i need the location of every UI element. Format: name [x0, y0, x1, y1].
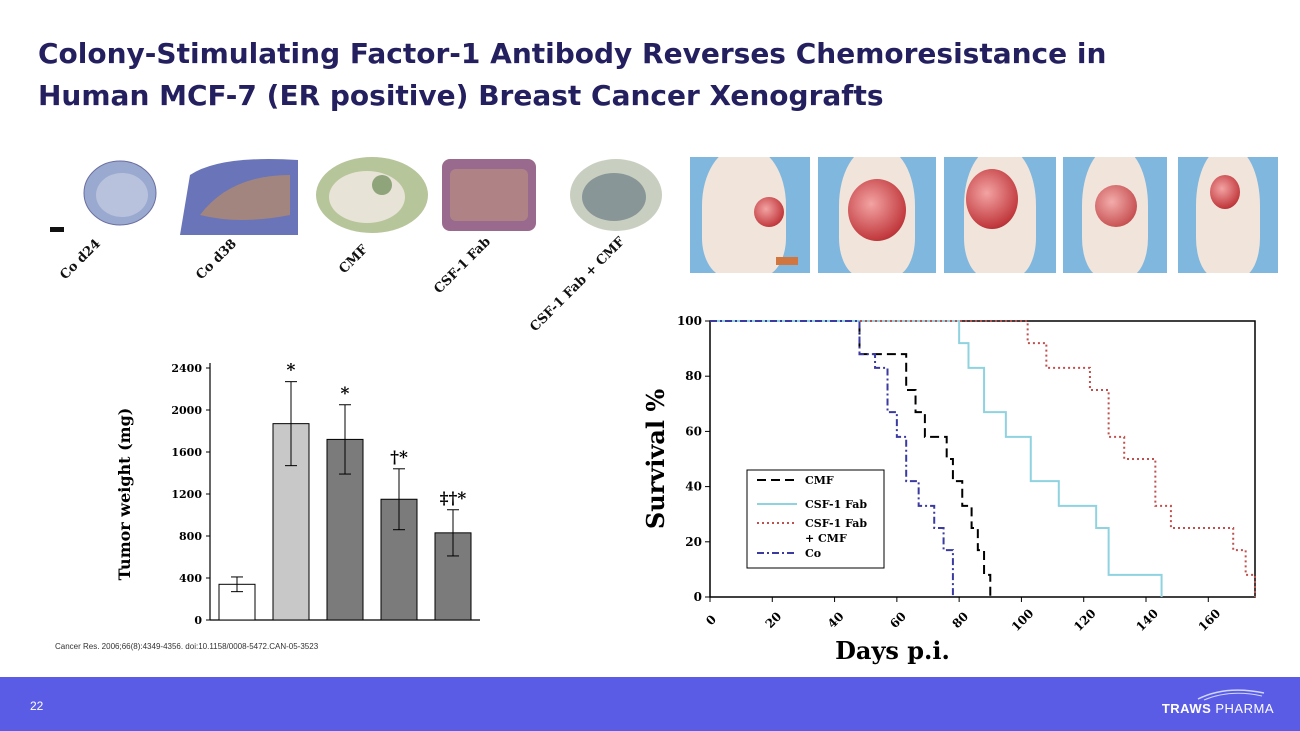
- plot-frame: [709, 320, 1256, 598]
- y-tick-label: 0: [194, 614, 202, 627]
- page-number: 22: [30, 699, 44, 713]
- mouse-photo: [1178, 157, 1278, 273]
- mouse-photo: [690, 157, 810, 273]
- histology-label: CSF-1 Fab: [431, 234, 494, 297]
- mouse-photo: [944, 157, 1056, 273]
- survival-series-line: [710, 320, 1256, 597]
- x-tick-label: 120: [1071, 606, 1099, 634]
- histology-label: CSF-1 Fab + CMF: [527, 234, 629, 335]
- legend-label: CSF-1 Fab: [805, 517, 867, 530]
- significance-marker: *: [287, 361, 296, 381]
- mouse-photo: [1063, 157, 1167, 273]
- survival-line-chart: 0 20 40 60 80 100 0 20 40 60 80 100 120 140 160 Surviva…: [641, 314, 1256, 665]
- significance-marker: ‡†*: [440, 489, 467, 509]
- survival-series-line: [710, 320, 992, 597]
- y-axis-title: Survival %: [641, 389, 670, 529]
- y-tick-label: 2400: [171, 362, 202, 375]
- x-axis-title: Days p.i.: [835, 636, 950, 665]
- y-tick-label: 80: [685, 369, 702, 383]
- citation: Cancer Res. 2006;66(8):4349-4356. doi:10…: [55, 642, 319, 651]
- y-tick-label: 2000: [171, 404, 202, 417]
- significance-marker: *: [341, 384, 350, 404]
- histology-image-co-d38: [180, 155, 298, 235]
- histology-label: Co d38: [193, 236, 240, 283]
- histology-label: Co d24: [57, 236, 104, 283]
- x-tick-label: 20: [763, 609, 785, 631]
- logo-text-bold: TRAWS: [1161, 701, 1212, 716]
- footer-bar: 22 TRAWS PHARMA: [0, 677, 1300, 731]
- y-tick-label: 20: [685, 535, 702, 549]
- logo-swoosh-icon: [1197, 689, 1265, 701]
- y-tick-label: 60: [685, 424, 702, 438]
- survival-series-line: [710, 320, 954, 597]
- mouse-photo: [818, 157, 936, 273]
- legend-label: CMF: [805, 474, 834, 487]
- y-tick-label: 1600: [171, 446, 202, 459]
- histology-image-csf1-fab: [440, 155, 558, 235]
- x-tick-label: 60: [887, 609, 909, 631]
- x-tick-label: 140: [1133, 606, 1161, 634]
- y-tick-label: 0: [694, 590, 702, 604]
- tumor-weight-bar-chart: 0 400 800 1200 1600 2000 2400 Tumor weight (mg)…: [115, 361, 480, 627]
- company-logo: TRAWS PHARMA: [1162, 701, 1274, 716]
- x-tick-label: 40: [825, 609, 847, 631]
- logo-text-regular: PHARMA: [1211, 701, 1274, 716]
- slide-title-line-1: Colony-Stimulating Factor-1 Antibody Rev…: [38, 37, 1107, 70]
- histology-image-co-d24: [40, 155, 158, 235]
- legend-label: CSF-1 Fab: [805, 498, 867, 511]
- legend-box: [746, 469, 885, 569]
- y-axis-title: Tumor weight (mg): [115, 408, 134, 581]
- slide-title: Colony-Stimulating Factor-1 Antibody Rev…: [38, 33, 1238, 117]
- legend-label: + CMF: [805, 532, 847, 545]
- histology-image-csf1-fab-cmf: [566, 155, 684, 235]
- x-tick-label: 160: [1196, 606, 1224, 634]
- y-tick-label: 400: [179, 572, 202, 585]
- x-tick-label: 80: [949, 609, 971, 631]
- slide-title-line-2: Human MCF-7 (ER positive) Breast Cancer …: [38, 79, 884, 112]
- survival-series-line: [710, 320, 1163, 597]
- histology-image-cmf: [312, 155, 430, 235]
- y-tick-label: 40: [685, 480, 702, 494]
- y-tick-label: 800: [179, 530, 202, 543]
- x-tick-label: 0: [703, 612, 719, 628]
- y-tick-label: 1200: [171, 488, 202, 501]
- x-tick-label: 100: [1009, 606, 1037, 634]
- significance-marker: †*: [390, 448, 408, 468]
- y-tick-label: 100: [677, 314, 702, 328]
- histology-label: CMF: [336, 242, 372, 277]
- legend-label: Co: [805, 547, 821, 560]
